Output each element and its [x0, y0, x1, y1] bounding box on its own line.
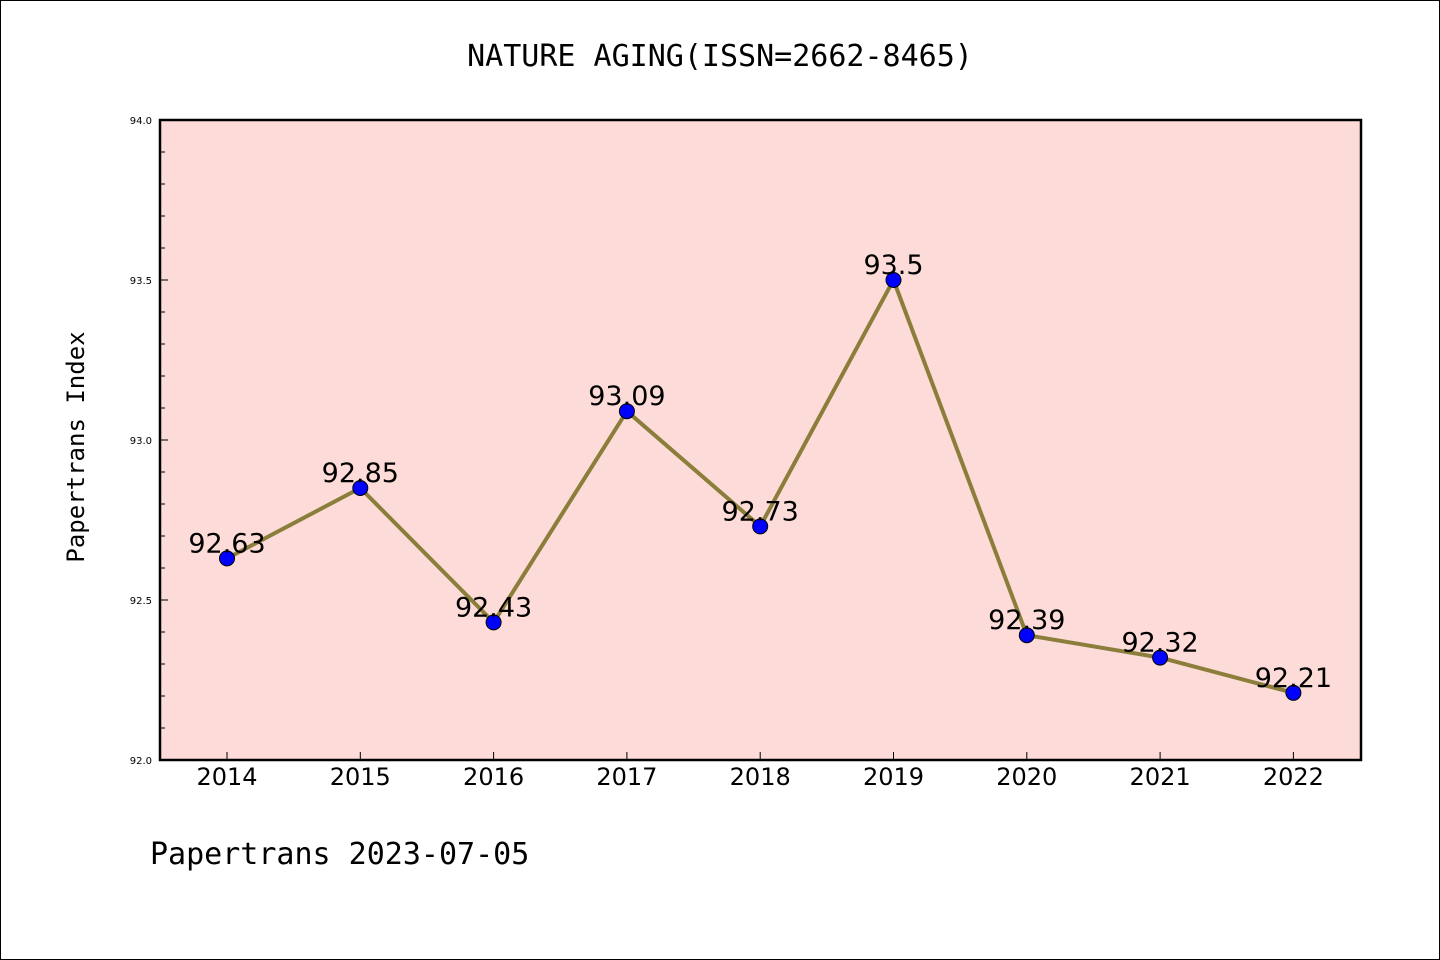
y-tick-label: 92.5: [130, 596, 152, 607]
y-axis: 92.0 92.5 93.0 93.5 94.0: [130, 116, 168, 767]
data-label: 92.32: [1121, 628, 1198, 659]
data-point: [219, 550, 235, 567]
x-tick-label: 2021: [1130, 763, 1191, 791]
data-point: [885, 272, 902, 288]
y-axis-label: Papertrans Index: [62, 331, 90, 562]
data-label: 92.43: [455, 592, 532, 623]
data-label: 92.21: [1255, 663, 1332, 694]
chart-title: NATURE AGING(ISSN=2662-8465): [467, 39, 973, 74]
data-labels: 92.63 92.85 92.43 93.09 92.73 93.5 92.39 92.32 9…: [188, 250, 1332, 694]
data-label: 92.39: [988, 605, 1065, 636]
x-tick-label: 2014: [196, 763, 257, 791]
x-tick-label: 2016: [463, 763, 524, 791]
data-label: 92.85: [322, 458, 399, 489]
data-point: [1285, 684, 1302, 701]
x-tick-label: 2020: [996, 763, 1057, 791]
data-point: [618, 403, 635, 420]
data-point: [752, 518, 769, 535]
x-tick-label: 2019: [863, 763, 924, 791]
data-label: 93.09: [588, 381, 665, 412]
footer-text: Papertrans 2023-07-05: [150, 837, 529, 872]
data-label: 93.5: [863, 250, 923, 281]
data-point: [485, 614, 502, 631]
y-tick-label: 94.0: [130, 116, 152, 127]
data-label: 92.63: [188, 528, 265, 559]
x-tick-label: 2022: [1263, 763, 1324, 791]
data-point: [1152, 649, 1169, 666]
x-tick-label: 2015: [330, 763, 391, 791]
y-tick-label: 92.0: [130, 756, 152, 767]
x-axis: 2014 2015 2016 2017 2018 2019 2020 2021 2022: [196, 752, 1324, 791]
data-points: [219, 272, 1302, 701]
x-tick-label: 2018: [730, 763, 791, 791]
y-tick-label: 93.0: [130, 436, 152, 447]
y-tick-label: 93.5: [130, 276, 152, 287]
data-label: 92.73: [722, 496, 799, 527]
x-tick-label: 2017: [596, 763, 657, 791]
data-point: [352, 480, 369, 496]
data-point: [1018, 627, 1035, 644]
